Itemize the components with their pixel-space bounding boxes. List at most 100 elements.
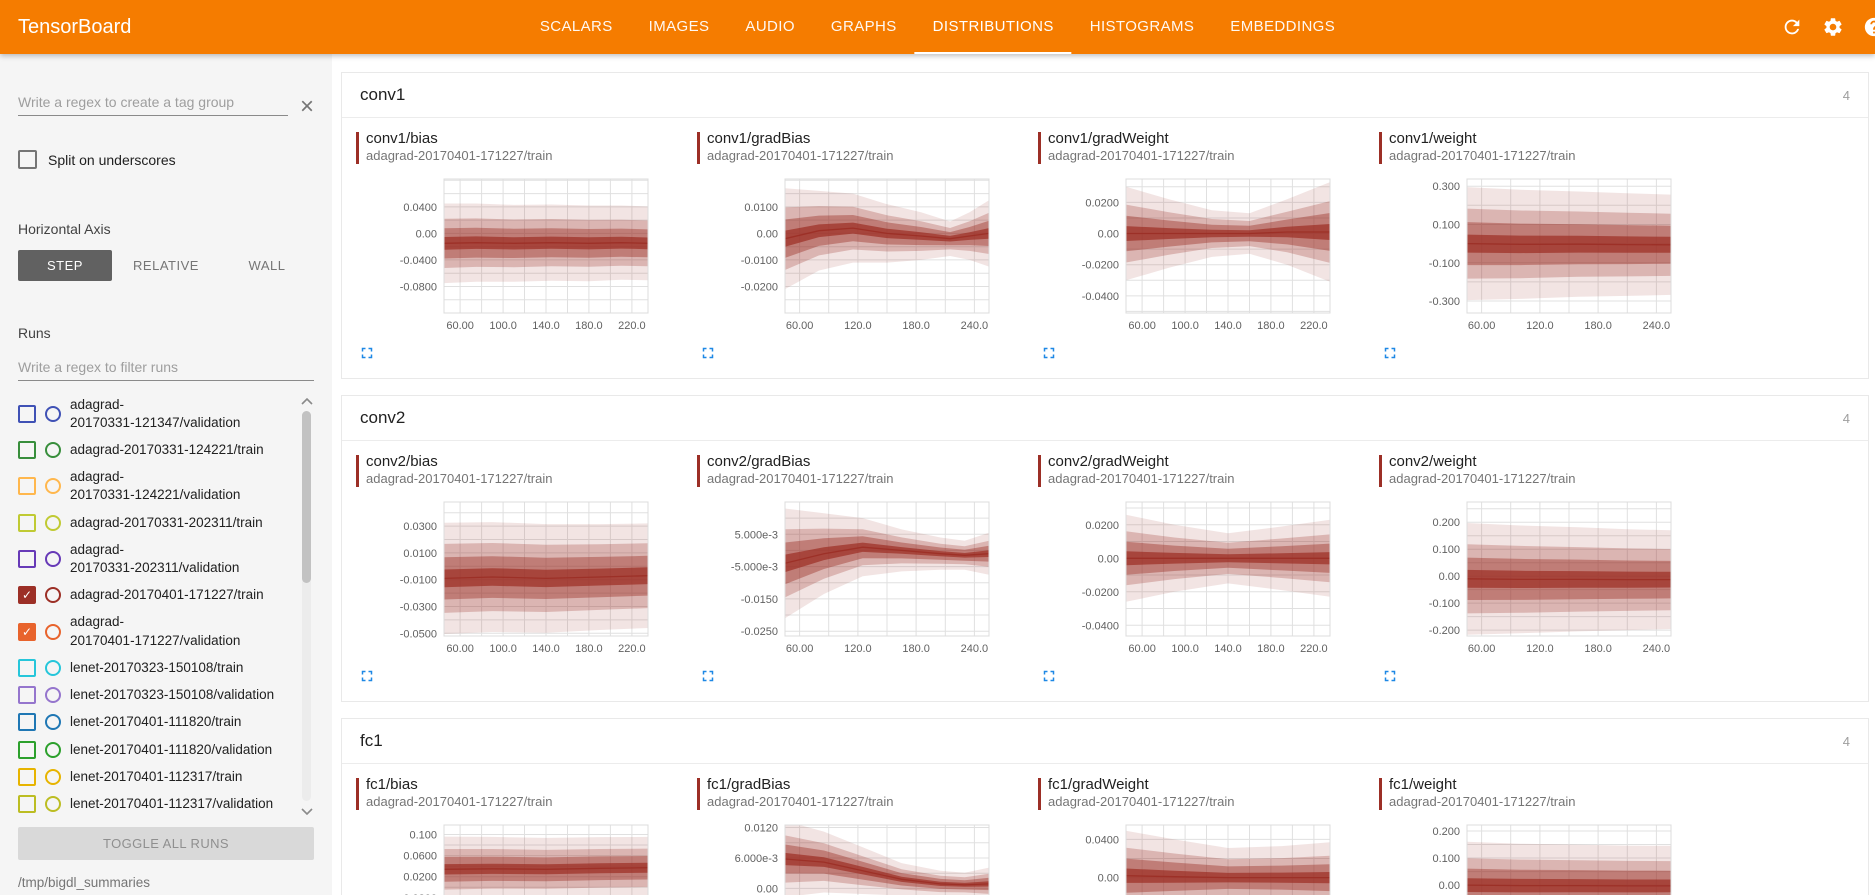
run-checkbox[interactable]: [18, 740, 36, 759]
chart-run-name: adagrad-20170401-171227/train: [1048, 471, 1235, 486]
tab-histograms[interactable]: HISTOGRAMS: [1089, 17, 1195, 35]
run-checkbox[interactable]: [18, 795, 36, 814]
y-tick-label: 6.000e-3: [735, 853, 778, 865]
y-tick-label: 0.00: [1439, 571, 1460, 583]
tab-audio[interactable]: AUDIO: [745, 17, 795, 35]
run-color-circle: [45, 660, 61, 677]
run-checkbox[interactable]: [18, 659, 36, 678]
section-header[interactable]: fc1 4: [342, 719, 1868, 764]
run-item[interactable]: ✓ adagrad- 20170401-171227/validation: [18, 609, 294, 654]
run-item[interactable]: adagrad-20170331-202311/train: [18, 509, 294, 536]
run-item[interactable]: adagrad- 20170331-202311/validation: [18, 536, 294, 581]
tab-distributions[interactable]: DISTRIBUTIONS: [914, 0, 1072, 54]
runs-scrollbar[interactable]: [299, 395, 314, 817]
run-item[interactable]: ✓ adagrad-20170401-171227/train: [18, 582, 294, 609]
expand-chart-button[interactable]: [1381, 344, 1401, 364]
x-tick-label: 60.00: [786, 643, 814, 655]
distribution-plot[interactable]: 0.0300 0.0100 -0.0100 -0.0300 -0.0500 60.00 10…: [356, 494, 658, 662]
distribution-plot[interactable]: 0.0400 0.00 -0.0400 -0.0800 60.00 100.0 140.0 1…: [356, 171, 658, 339]
x-tick-label: 220.0: [1300, 643, 1328, 655]
run-checkbox[interactable]: [18, 550, 36, 569]
runs-filter-input[interactable]: [18, 355, 314, 381]
run-checkbox[interactable]: [18, 404, 36, 423]
split-underscores-checkbox[interactable]: [18, 150, 37, 169]
chart-title: conv2/weight: [1389, 453, 1477, 470]
run-item[interactable]: lenet-20170401-111820/train: [18, 709, 294, 736]
toggle-all-runs-button[interactable]: TOGGLE ALL RUNS: [18, 827, 314, 860]
tab-images[interactable]: IMAGES: [648, 17, 710, 35]
run-checkbox[interactable]: [18, 477, 36, 496]
expand-chart-button[interactable]: [1040, 667, 1060, 687]
distribution-plot[interactable]: 0.0200 0.00 -0.0200 -0.0400 60.00 100.0 140.0 1…: [1038, 494, 1340, 662]
section-header[interactable]: conv1 4: [342, 73, 1868, 118]
tab-embeddings[interactable]: EMBEDDINGS: [1230, 17, 1336, 35]
expand-chart-button[interactable]: [1040, 344, 1060, 364]
run-item[interactable]: lenet-20170323-150108/validation: [18, 682, 294, 709]
chart-title-block: fc1/gradBias adagrad-20170401-171227/trai…: [697, 776, 1017, 810]
scroll-up-button[interactable]: [300, 395, 314, 407]
expand-chart-button[interactable]: [358, 344, 378, 364]
run-item[interactable]: lenet-20170401-112317/train: [18, 763, 294, 790]
run-checkbox[interactable]: ✓: [18, 586, 36, 605]
run-item[interactable]: adagrad- 20170331-124221/validation: [18, 464, 294, 509]
distribution-plot[interactable]: 5.000e-3 -5.000e-3 -0.0150 -0.0250 60.00 120.…: [697, 494, 999, 662]
scroll-down-button[interactable]: [300, 805, 314, 817]
help-button[interactable]: [1862, 15, 1875, 39]
y-tick-label: 0.100: [1432, 220, 1460, 232]
run-item[interactable]: adagrad-20170331-124221/train: [18, 436, 294, 463]
distribution-plot[interactable]: 0.1000.06000.0200-0.020060.00100.0140.01…: [356, 817, 658, 895]
y-tick-label: 0.0200: [1085, 197, 1119, 209]
run-item[interactable]: lenet-20170323-150108/train: [18, 654, 294, 681]
axis-button-step[interactable]: STEP: [18, 250, 112, 281]
distribution-plot[interactable]: 0.0100 0.00 -0.0100 -0.0200 60.00 120.0 180.0 2…: [697, 171, 999, 339]
fullscreen-icon: [1384, 670, 1396, 682]
y-tick-label: -0.0300: [400, 602, 437, 614]
x-tick-label: 180.0: [1584, 320, 1612, 332]
axis-button-wall[interactable]: WALL: [248, 258, 286, 273]
run-checkbox[interactable]: [18, 513, 36, 532]
tab-scalars[interactable]: SCALARS: [539, 17, 613, 35]
section-header[interactable]: conv2 4: [342, 396, 1868, 441]
refresh-button[interactable]: [1780, 15, 1804, 39]
scrollbar-thumb[interactable]: [302, 411, 311, 583]
run-color-bar: [356, 778, 359, 810]
run-color-bar: [1379, 455, 1382, 487]
tab-graphs[interactable]: GRAPHS: [830, 17, 897, 35]
distribution-plot[interactable]: 0.200 0.100 0.00 -0.100 -0.200 60.00 120.0 180.…: [1379, 494, 1681, 662]
run-checkbox[interactable]: ✓: [18, 622, 36, 641]
expand-chart-button[interactable]: [358, 667, 378, 687]
axis-button-relative[interactable]: RELATIVE: [133, 258, 199, 273]
expand-chart-button[interactable]: [699, 667, 719, 687]
y-tick-label: 0.0120: [744, 823, 778, 835]
tag-section-conv1: conv1 4 conv1/bias adagrad-20170401-171227/…: [341, 72, 1869, 379]
distribution-plot[interactable]: 0.0200 0.00 -0.0200 -0.0400 60.00 100.0 140.0 1…: [1038, 171, 1340, 339]
run-color-bar: [697, 132, 700, 164]
y-tick-label: 0.00: [1098, 553, 1119, 565]
run-item[interactable]: lenet-20170401-112317/validation: [18, 791, 294, 818]
fullscreen-icon: [361, 670, 373, 682]
run-item[interactable]: lenet-20170401-111820/validation: [18, 736, 294, 763]
nav-tabs: SCALARS IMAGES AUDIO GRAPHS DISTRIBUTIONS HIS…: [522, 0, 1353, 54]
expand-chart-button[interactable]: [699, 344, 719, 364]
distribution-plot[interactable]: 0.04000.00-0.040060.00100.0140.0180.0220…: [1038, 817, 1340, 895]
run-checkbox[interactable]: [18, 441, 36, 460]
run-item[interactable]: adagrad- 20170331-121347/validation: [18, 391, 294, 436]
run-checkbox[interactable]: [18, 713, 36, 732]
run-checkbox[interactable]: [18, 767, 36, 786]
distribution-plot[interactable]: 0.300 0.100 -0.100 -0.300 60.00 120.0 180.0 240…: [1379, 171, 1681, 339]
run-name: lenet-20170323-150108/validation: [70, 687, 275, 703]
x-tick-label: 60.00: [446, 320, 474, 332]
clear-tag-filter-button[interactable]: ×: [299, 93, 314, 120]
x-tick-label: 140.0: [532, 320, 560, 332]
scrollbar-track[interactable]: [302, 411, 311, 801]
settings-button[interactable]: [1821, 15, 1845, 39]
chart-run-name: adagrad-20170401-171227/train: [1048, 148, 1235, 163]
tag-filter-input[interactable]: [18, 90, 288, 116]
run-name: adagrad- 20170331-124221/validation: [70, 469, 241, 503]
x-tick-label: 220.0: [1300, 320, 1328, 332]
expand-chart-button[interactable]: [1381, 667, 1401, 687]
y-tick-label: 0.0100: [744, 202, 778, 214]
run-checkbox[interactable]: [18, 686, 36, 705]
